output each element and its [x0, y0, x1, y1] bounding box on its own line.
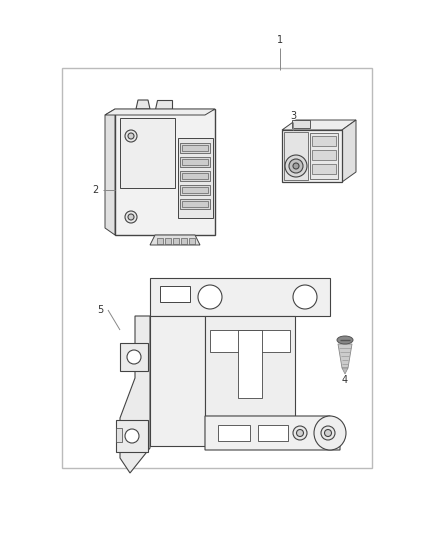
Bar [165, 238, 171, 244]
Bar [182, 159, 208, 165]
Bar [238, 330, 262, 398]
Circle shape [293, 285, 317, 309]
Bar [180, 185, 210, 195]
Bar [173, 238, 179, 244]
Bar [62, 68, 372, 468]
Circle shape [125, 211, 137, 223]
Circle shape [125, 429, 139, 443]
Text: 1: 1 [277, 35, 283, 45]
Bar [189, 238, 195, 244]
Bar [182, 145, 208, 151]
Bar [205, 316, 295, 416]
Bar [180, 157, 210, 167]
Polygon shape [155, 100, 172, 109]
Polygon shape [342, 120, 356, 182]
Bar [210, 330, 290, 352]
Circle shape [325, 430, 332, 437]
Text: 4: 4 [342, 375, 348, 385]
Circle shape [321, 426, 335, 440]
Polygon shape [150, 235, 200, 245]
Circle shape [289, 159, 303, 173]
Bar [120, 343, 148, 371]
Circle shape [128, 133, 134, 139]
Polygon shape [282, 130, 342, 182]
Bar [181, 238, 187, 244]
Circle shape [293, 426, 307, 440]
Bar [150, 278, 330, 316]
Bar [157, 238, 163, 244]
Polygon shape [282, 120, 356, 130]
Text: 2: 2 [92, 185, 98, 195]
Bar [310, 133, 338, 179]
Polygon shape [105, 109, 215, 115]
Polygon shape [115, 109, 215, 235]
Bar [312, 164, 336, 174]
Circle shape [293, 163, 299, 169]
Bar [120, 118, 175, 188]
Bar [182, 201, 208, 207]
Bar [284, 132, 308, 180]
Bar [182, 173, 208, 179]
Bar [180, 199, 210, 209]
Text: 5: 5 [97, 305, 103, 315]
Bar [182, 187, 208, 193]
Bar [116, 420, 148, 452]
Circle shape [198, 285, 222, 309]
Circle shape [127, 350, 141, 364]
Polygon shape [120, 316, 150, 473]
Polygon shape [205, 416, 340, 450]
Bar [312, 150, 336, 160]
Polygon shape [338, 344, 352, 368]
Bar [160, 286, 190, 302]
Bar [218, 425, 250, 441]
Polygon shape [136, 100, 150, 109]
Bar [292, 120, 310, 128]
Bar [178, 138, 213, 218]
Polygon shape [105, 109, 115, 235]
Circle shape [128, 214, 134, 220]
Bar [180, 171, 210, 181]
Circle shape [285, 155, 307, 177]
Bar [312, 136, 336, 146]
Circle shape [125, 130, 137, 142]
Ellipse shape [314, 416, 346, 450]
Circle shape [297, 430, 304, 437]
Bar [116, 428, 122, 442]
Ellipse shape [337, 336, 353, 344]
Bar [180, 143, 210, 153]
Bar [258, 425, 288, 441]
Bar [150, 316, 205, 446]
Polygon shape [342, 368, 348, 374]
Text: 3: 3 [290, 111, 296, 121]
